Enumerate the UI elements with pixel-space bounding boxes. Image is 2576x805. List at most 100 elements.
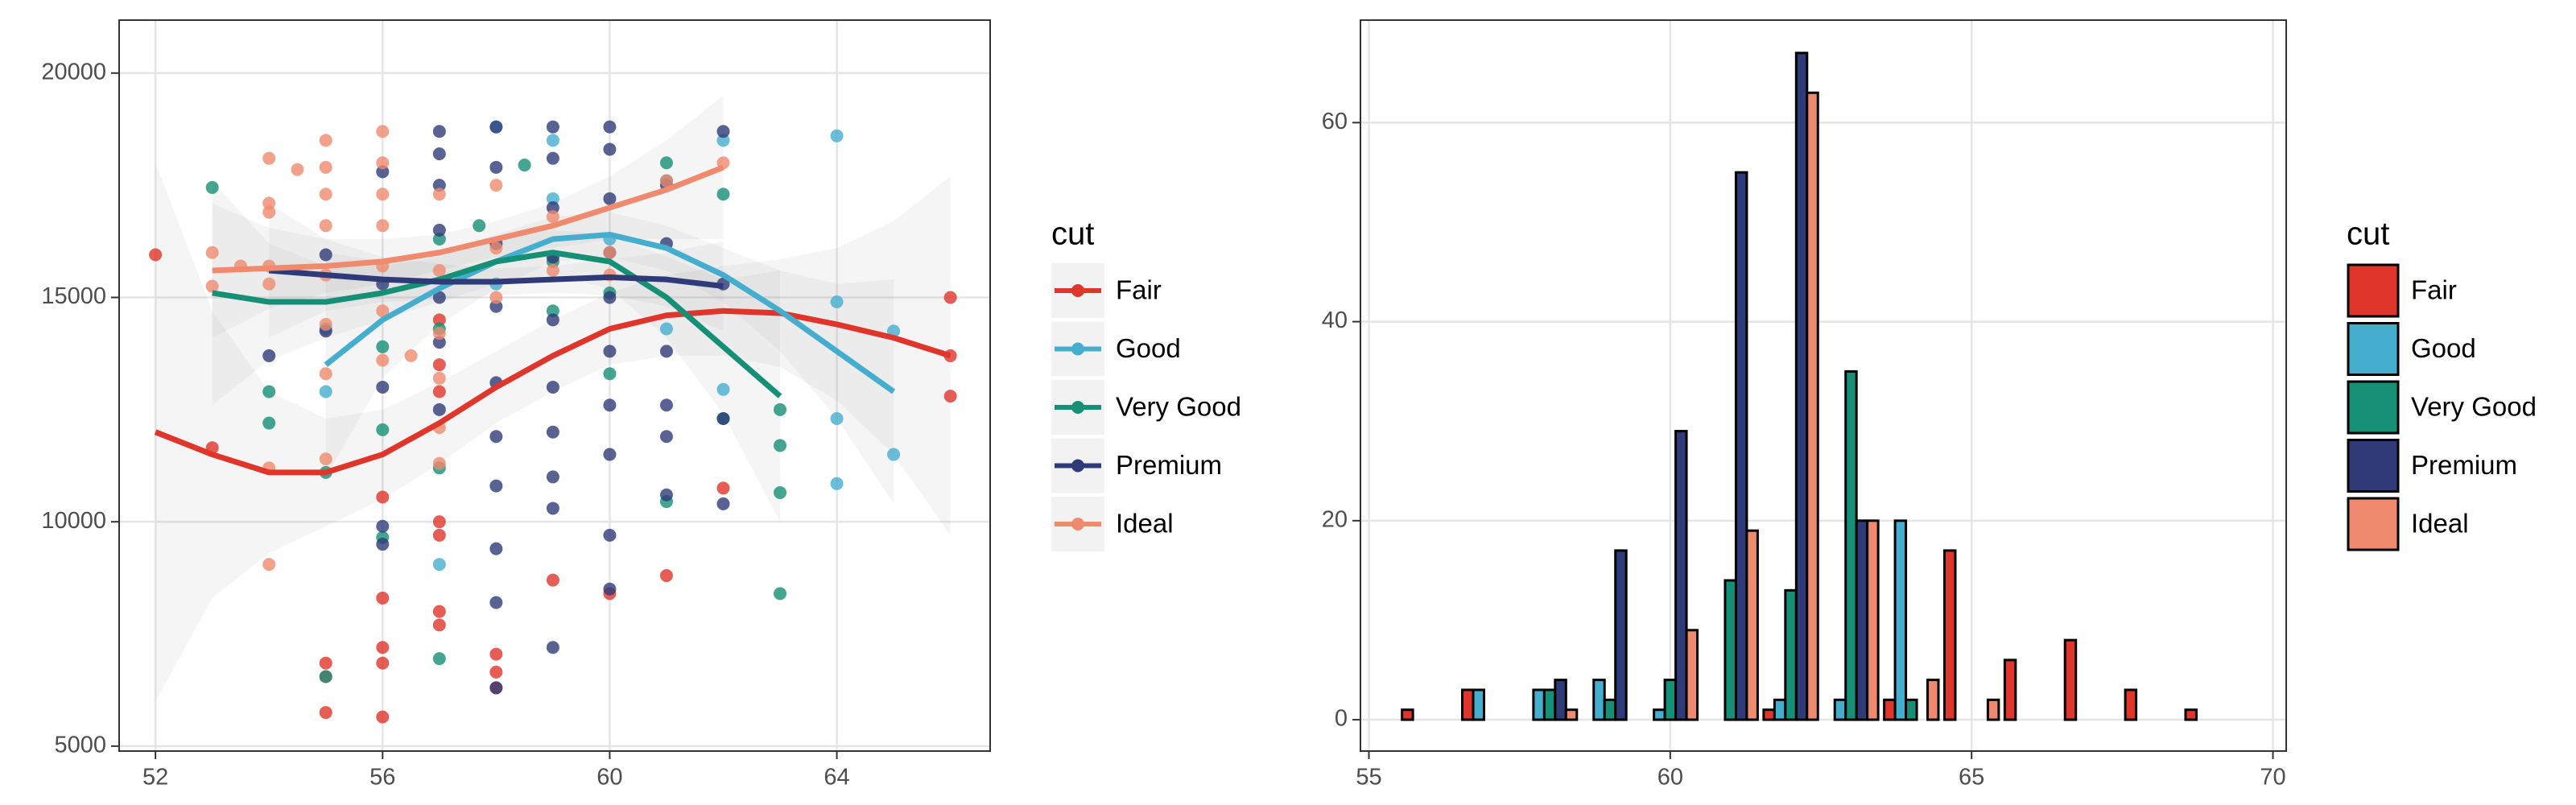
point — [432, 327, 446, 341]
scatter-panel: 52 56 60 64 5000 10000 15000 20000 cut Fair Good Ve… — [41, 19, 1241, 791]
point — [546, 313, 559, 327]
point — [432, 264, 446, 278]
bar — [1674, 430, 1688, 721]
point — [432, 456, 446, 470]
point — [319, 134, 332, 147]
y-tick-label: 20 — [1322, 506, 1348, 532]
point — [489, 179, 503, 192]
point — [376, 188, 390, 201]
legend-key — [2347, 322, 2400, 376]
x-tick-label: 55 — [1356, 765, 1381, 791]
smooth-line — [154, 308, 952, 476]
point — [603, 142, 617, 156]
legend-key — [2347, 497, 2400, 551]
bar — [1773, 698, 1787, 721]
bar — [2184, 708, 2198, 721]
point — [546, 192, 559, 205]
point — [489, 120, 503, 134]
bar — [1472, 688, 1485, 721]
point — [432, 515, 446, 529]
point — [659, 488, 673, 502]
point — [432, 402, 446, 416]
x-tick-label: 52 — [142, 765, 168, 791]
bar — [1794, 52, 1809, 721]
point — [603, 398, 617, 412]
x-tick-label: 65 — [1959, 765, 1984, 791]
point — [376, 490, 390, 504]
point — [659, 430, 673, 444]
point — [149, 248, 163, 262]
legend-label: Very Good — [1116, 392, 1241, 422]
point — [546, 470, 559, 484]
bar — [1401, 708, 1414, 721]
legend-label: Premium — [2411, 450, 2517, 480]
point — [205, 246, 219, 259]
bar — [1866, 519, 1880, 721]
point — [546, 502, 559, 515]
bar — [1893, 519, 1908, 721]
bar — [1833, 698, 1847, 721]
point — [319, 670, 332, 683]
plot-border — [118, 19, 991, 752]
point — [546, 573, 559, 587]
point — [659, 174, 673, 188]
point — [376, 519, 390, 533]
point — [432, 358, 446, 372]
point — [376, 656, 390, 670]
bar — [1942, 549, 1957, 721]
bar — [1554, 679, 1567, 721]
point — [943, 390, 957, 403]
point — [376, 165, 390, 179]
point — [774, 402, 787, 416]
point — [603, 120, 617, 134]
point — [432, 313, 446, 327]
point — [489, 647, 503, 661]
bar — [1926, 679, 1940, 721]
y-tick-label: 60 — [1322, 109, 1348, 134]
bar — [1784, 588, 1798, 721]
point — [262, 558, 276, 572]
point — [432, 385, 446, 398]
point — [319, 367, 332, 381]
legend-key-dot — [1071, 459, 1084, 473]
legend-label: Ideal — [2411, 509, 2469, 539]
point — [319, 656, 332, 670]
x-tick-label: 64 — [824, 765, 849, 791]
point — [546, 200, 559, 214]
point — [404, 349, 418, 362]
point — [716, 382, 730, 396]
bar — [1986, 698, 2000, 721]
point — [376, 340, 390, 353]
legend-key-dot — [1071, 518, 1084, 530]
point — [603, 291, 617, 304]
bar — [1603, 698, 1617, 721]
point — [489, 291, 503, 304]
point — [376, 538, 390, 551]
point — [376, 125, 390, 138]
bar — [1532, 688, 1546, 721]
point — [432, 188, 446, 201]
point — [376, 641, 390, 654]
bar — [2124, 688, 2138, 721]
bar — [1564, 708, 1579, 721]
point — [432, 605, 446, 618]
point — [489, 665, 503, 679]
y-tick-label: 15000 — [41, 283, 106, 309]
point — [262, 416, 276, 430]
bar — [1724, 579, 1737, 721]
point — [659, 398, 673, 412]
point — [319, 385, 332, 398]
legend-label: Fair — [1116, 275, 1162, 305]
point — [716, 481, 730, 495]
bar — [2003, 658, 2017, 721]
smooth-line — [212, 164, 724, 274]
smooth-line — [324, 231, 896, 394]
point — [774, 439, 787, 452]
bar — [1663, 679, 1678, 721]
legend-key-dot — [1071, 401, 1084, 414]
point — [432, 233, 446, 246]
point — [489, 242, 503, 255]
bar — [1653, 708, 1666, 721]
point — [262, 151, 276, 165]
bar — [1905, 698, 1918, 721]
